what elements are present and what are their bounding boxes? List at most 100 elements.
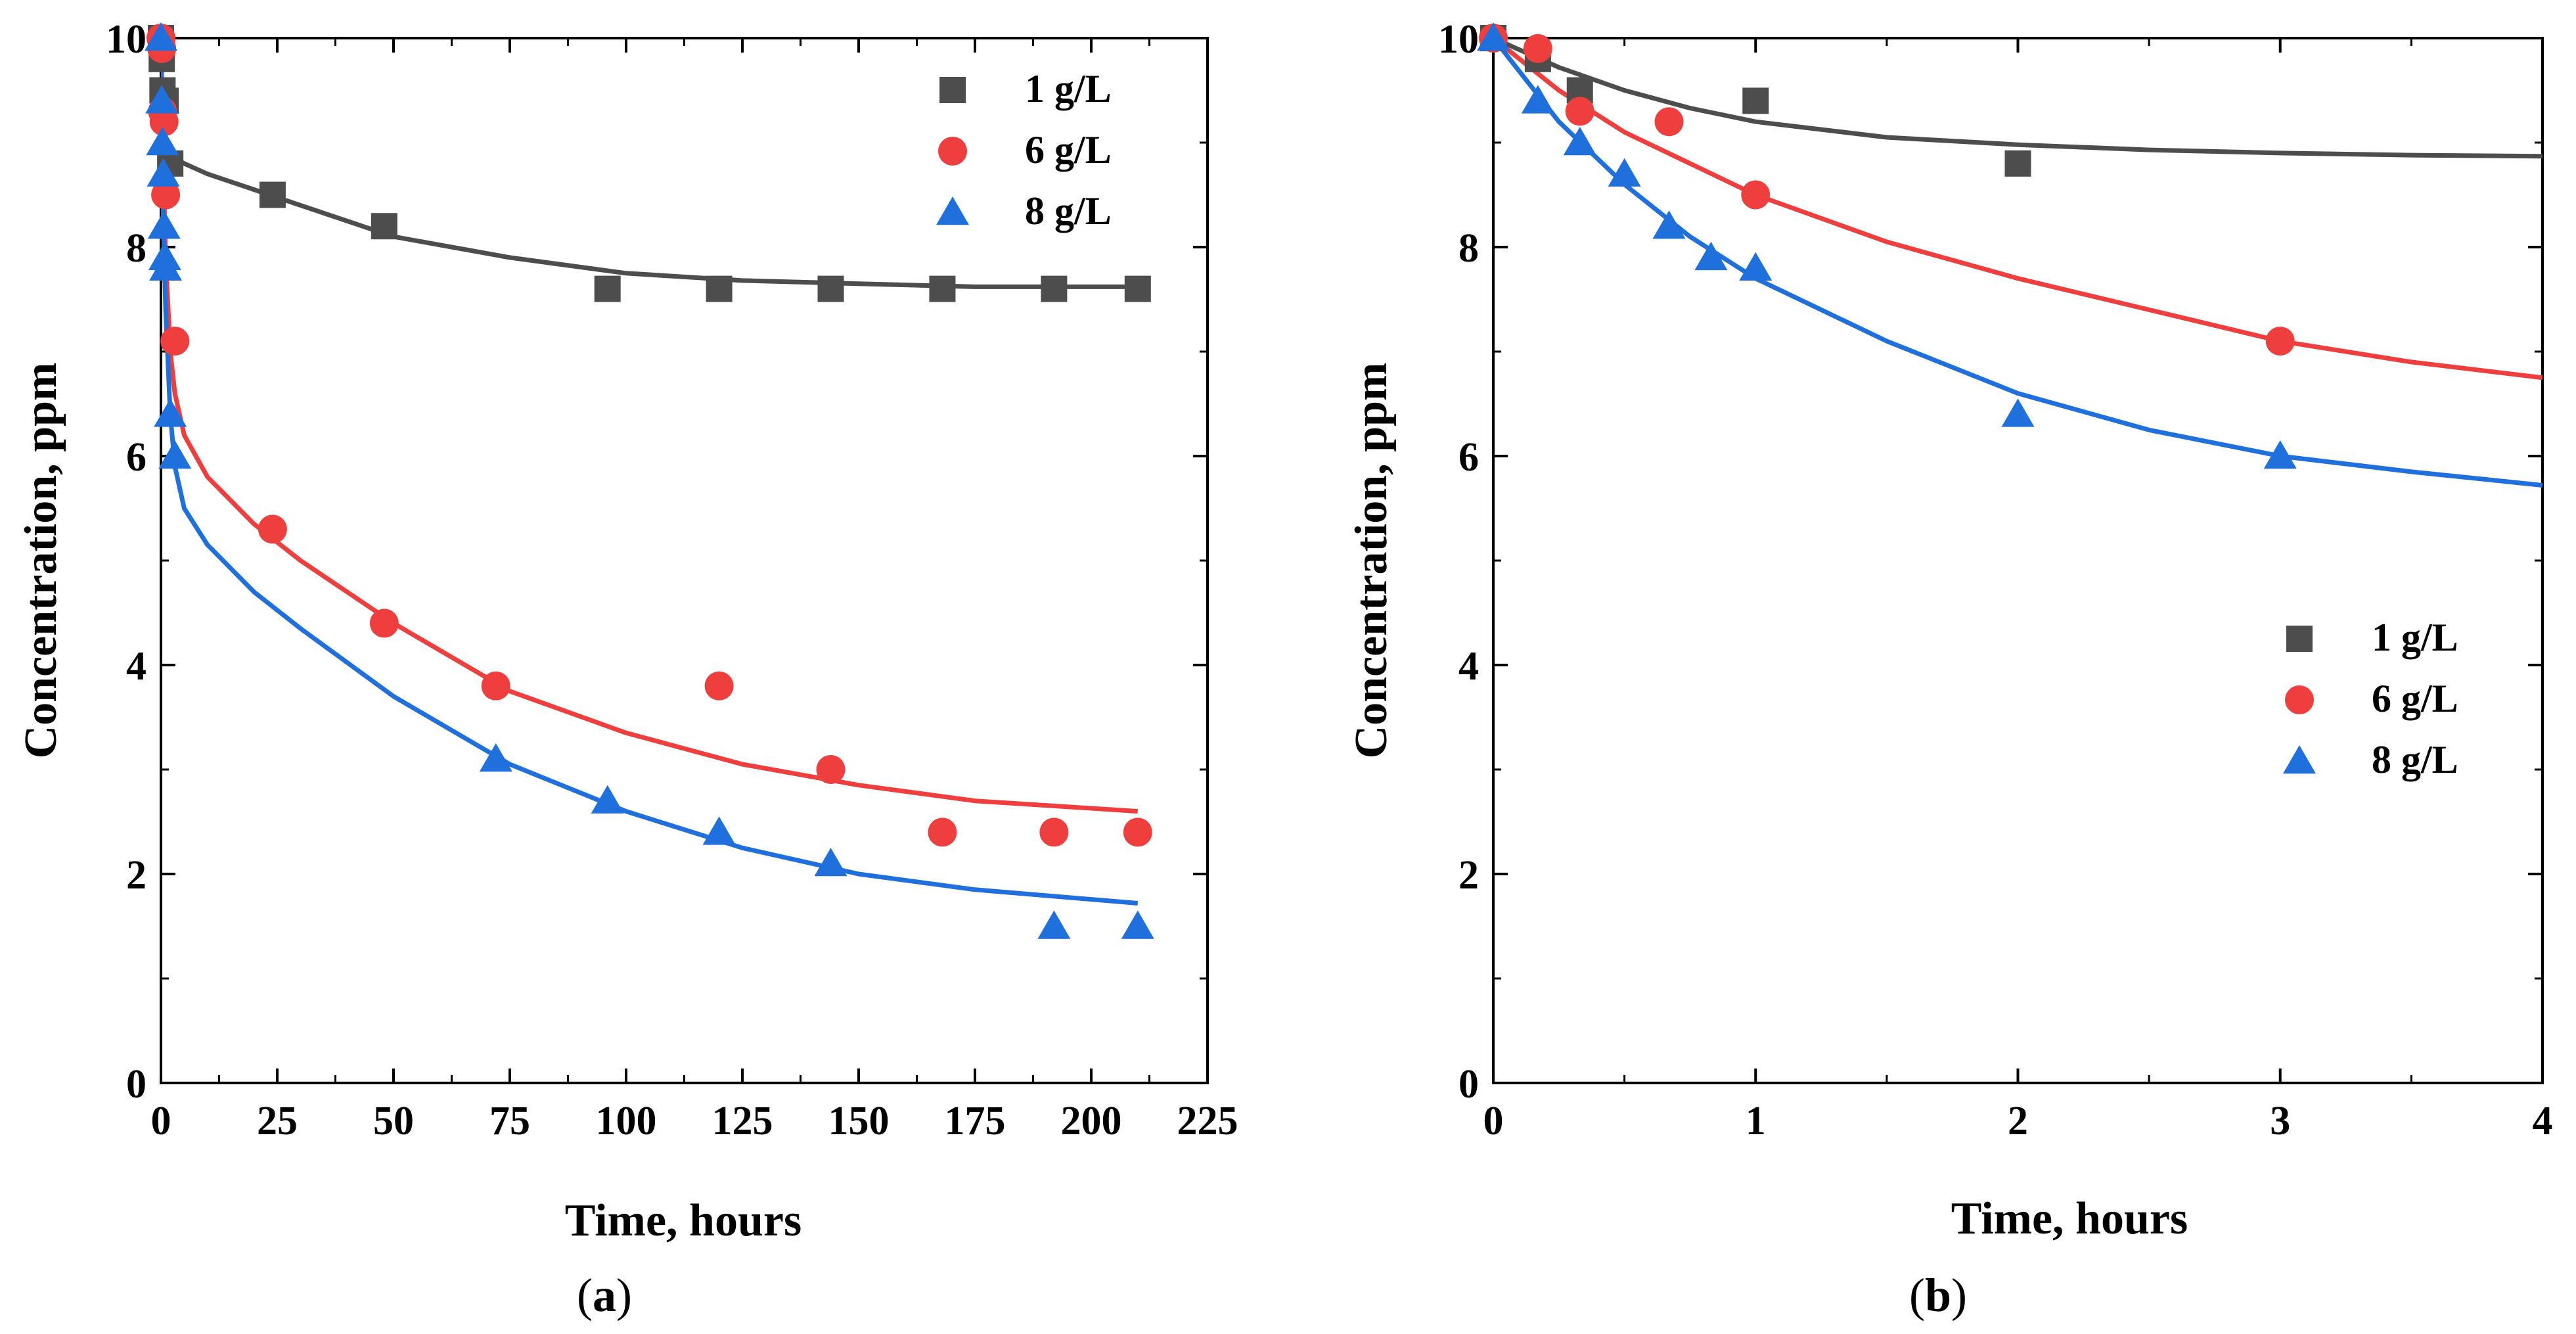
data-point-1gL — [1124, 275, 1151, 302]
data-point-1gL — [1742, 87, 1769, 114]
x-axis-title: Time, hours — [565, 1195, 802, 1246]
data-point-6gL — [2265, 327, 2295, 356]
x-tick-label: 25 — [257, 1099, 298, 1143]
data-point-8gL — [1563, 127, 1596, 156]
data-point-6gL — [816, 755, 846, 784]
y-tick-label: 2 — [126, 853, 147, 898]
x-tick-label: 4 — [2533, 1099, 2553, 1143]
legend-marker — [939, 77, 966, 103]
y-tick-label: 10 — [1438, 17, 1479, 62]
fit-curve-8gL — [1493, 36, 2542, 488]
y-axis-title: Concentration, ppm — [1346, 363, 1397, 759]
x-tick-label: 0 — [151, 1099, 171, 1143]
legend-marker — [938, 137, 967, 166]
data-point-8gL — [147, 210, 181, 239]
x-tick-label: 75 — [489, 1099, 530, 1143]
data-point-8gL — [591, 785, 624, 814]
data-point-8gL — [1521, 85, 1554, 114]
plot-frame — [1492, 37, 2544, 1084]
data-point-1gL — [706, 275, 733, 302]
data-point-1gL — [817, 275, 844, 302]
data-point-8gL — [1121, 910, 1154, 939]
x-tick-label: 3 — [2270, 1099, 2290, 1143]
y-tick-label: 8 — [126, 226, 147, 271]
data-point-8gL — [1739, 252, 1773, 281]
data-point-8gL — [2263, 440, 2297, 469]
data-point-6gL — [1565, 97, 1594, 126]
x-tick-label: 1 — [1746, 1099, 1766, 1143]
data-point-8gL — [145, 85, 179, 114]
panel-b-caption: (b) — [1909, 1269, 1967, 1322]
data-point-8gL — [1652, 210, 1686, 239]
x-axis-title: Time, hours — [1951, 1193, 2188, 1244]
data-point-6gL — [1523, 34, 1552, 63]
data-point-6gL — [1654, 107, 1684, 137]
data-point-6gL — [160, 327, 190, 356]
data-point-8gL — [1694, 241, 1728, 271]
data-point-8gL — [2001, 398, 2035, 427]
x-tick-label: 125 — [712, 1099, 773, 1143]
data-point-8gL — [1037, 910, 1071, 939]
fit-curve-6gL — [1493, 36, 2542, 380]
data-point-6gL — [928, 817, 957, 847]
x-tick-label: 175 — [945, 1099, 1006, 1143]
fit-curve-1gL — [161, 37, 1138, 289]
legend-label: 8 g/L — [2372, 738, 2458, 781]
legend-label: 1 g/L — [2372, 616, 2458, 659]
y-axis-title: Concentration, ppm — [16, 363, 66, 759]
fit-curve-6gL — [161, 37, 1139, 814]
x-tick-label: 200 — [1061, 1099, 1122, 1143]
data-point-6gL — [1741, 180, 1771, 210]
data-point-8gL — [1608, 158, 1641, 187]
y-tick-label: 2 — [1458, 853, 1479, 898]
data-point-6gL — [1039, 817, 1069, 847]
panel-a-caption: (a) — [577, 1269, 632, 1322]
y-tick-label: 6 — [1458, 435, 1479, 480]
data-point-8gL — [1477, 22, 1510, 51]
y-tick-label: 4 — [1458, 644, 1479, 689]
data-point-6gL — [258, 515, 287, 544]
data-point-6gL — [704, 671, 734, 701]
legend-marker — [2286, 626, 2313, 652]
x-tick-label: 50 — [373, 1099, 414, 1143]
data-point-8gL — [702, 816, 736, 845]
panel-b: 0 1 2 3 4 0 2 4 6 8 10 Time, hours Concentration, pp… — [1346, 17, 2553, 1244]
data-point-1gL — [2004, 150, 2031, 177]
data-point-8gL — [149, 252, 183, 281]
y-tick-label: 4 — [126, 644, 147, 689]
legend-marker — [936, 196, 969, 225]
y-tick-label: 6 — [126, 435, 147, 480]
fit-curve-8gL — [161, 37, 1139, 906]
data-point-1gL — [594, 275, 621, 302]
data-point-6gL — [1123, 817, 1152, 847]
x-tick-label: 2 — [2008, 1099, 2028, 1143]
data-point-8gL — [479, 743, 512, 772]
fit-curve-1gL — [1493, 35, 2542, 159]
data-point-6gL — [151, 180, 181, 210]
panel-a: 0 25 50 75 100 125 150 175 200 225 0 2 4 6 8 10 Time, ho… — [16, 17, 1238, 1246]
data-point-6gL — [481, 671, 510, 701]
data-point-1gL — [259, 181, 286, 208]
legend-label: 8 g/L — [1025, 189, 1112, 233]
x-tick-label: 225 — [1177, 1099, 1238, 1143]
data-point-6gL — [149, 107, 179, 137]
y-tick-label: 0 — [126, 1062, 147, 1107]
x-tick-label: 150 — [828, 1099, 890, 1143]
y-tick-label: 10 — [106, 17, 147, 62]
data-point-8gL — [146, 127, 179, 156]
legend-marker — [2285, 685, 2314, 714]
data-point-1gL — [1041, 275, 1068, 302]
data-point-8gL — [147, 158, 180, 187]
legend-marker — [2283, 745, 2316, 774]
y-tick-label: 0 — [1458, 1062, 1479, 1107]
x-tick-label: 0 — [1483, 1099, 1504, 1143]
data-point-8gL — [814, 848, 847, 877]
data-point-1gL — [371, 213, 397, 240]
legend-label: 1 g/L — [1025, 67, 1112, 110]
data-point-8gL — [154, 398, 187, 427]
x-tick-label: 100 — [596, 1099, 657, 1143]
y-tick-label: 8 — [1458, 226, 1479, 271]
data-point-8gL — [158, 440, 192, 469]
legend-label: 6 g/L — [1025, 128, 1112, 172]
